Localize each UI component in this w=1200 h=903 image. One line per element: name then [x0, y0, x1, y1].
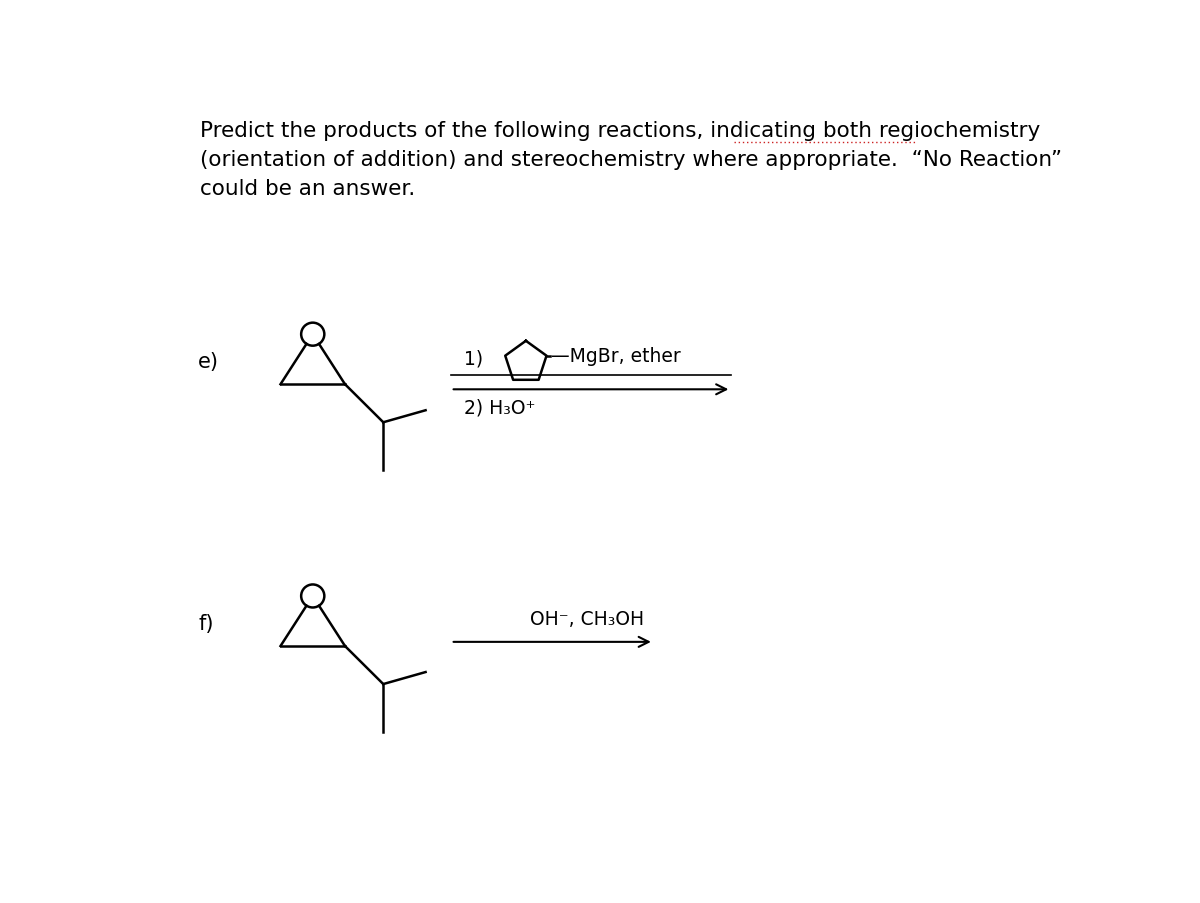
Text: 1): 1): [464, 349, 482, 368]
Text: 2) H₃O⁺: 2) H₃O⁺: [464, 398, 535, 417]
Text: —MgBr, ether: —MgBr, ether: [551, 347, 680, 366]
Text: (orientation of addition) and stereochemistry where appropriate.  “No Reaction”: (orientation of addition) and stereochem…: [200, 150, 1062, 170]
Text: e): e): [198, 351, 220, 371]
Text: f): f): [198, 613, 214, 633]
Text: could be an answer.: could be an answer.: [200, 179, 415, 199]
Text: OH⁻, CH₃OH: OH⁻, CH₃OH: [529, 610, 644, 628]
Text: Predict the products of the following reactions, indicating both regiochemistry: Predict the products of the following re…: [200, 121, 1040, 141]
